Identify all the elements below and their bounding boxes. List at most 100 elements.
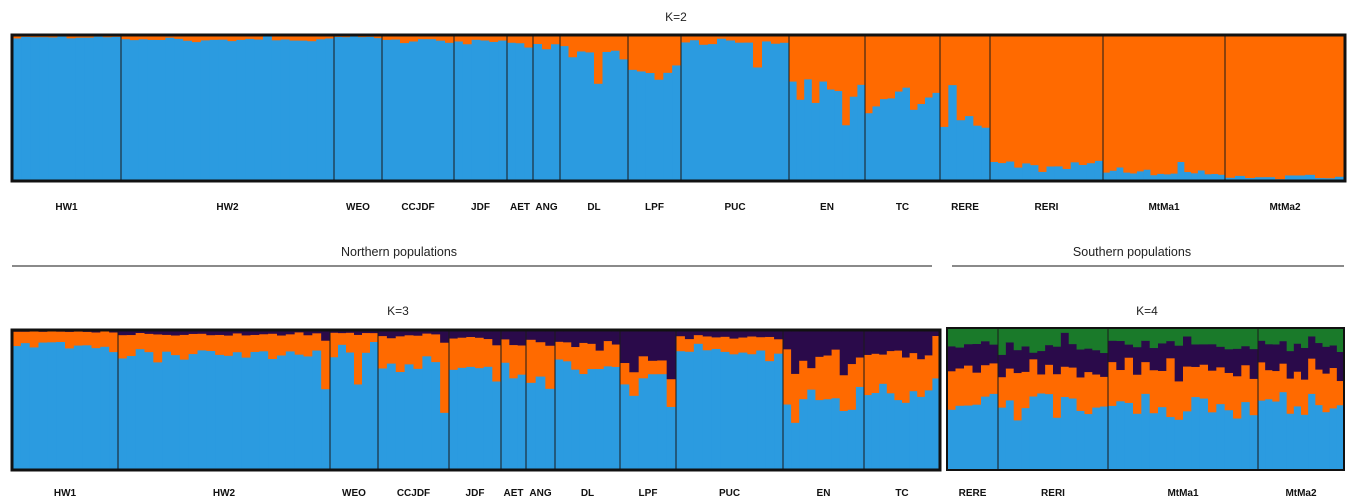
admixture-bar-hw1-4-cluster-1 (39, 36, 49, 182)
admixture-bar-rere-5-cluster-2 (981, 364, 991, 397)
admixture-bar-tc-6-cluster-2 (902, 357, 911, 403)
admixture-bar-mtma1-8-cluster-3 (1166, 340, 1176, 359)
admixture-bar-mtma1-12-cluster-2 (1177, 35, 1185, 163)
admixture-bar-mtma1-10-cluster-1 (1183, 410, 1192, 471)
admixture-bar-hw1-9-cluster-1 (82, 344, 93, 471)
admixture-bar-jdf-1-cluster-2 (449, 338, 459, 370)
admixture-bar-reri-6-cluster-2 (1037, 374, 1046, 394)
admixture-bar-jdf-3-cluster-2 (466, 336, 476, 367)
admixture-bar-mtma1-3-cluster-2 (1116, 35, 1124, 168)
admixture-bar-weo-5-cluster-1 (366, 36, 375, 182)
admixture-bar-hw2-5-cluster-1 (153, 361, 163, 471)
admixture-bar-reri-12-cluster-2 (1078, 35, 1088, 165)
admixture-bar-mtma2-5-cluster-2 (1286, 378, 1295, 414)
admixture-bar-mtma1-7-cluster-1 (1158, 406, 1167, 471)
admixture-bar-lpf-2-cluster-1 (636, 71, 647, 182)
admixture-bar-reri-3-cluster-2 (1006, 35, 1015, 162)
admixture-bar-reri-1-cluster-4 (998, 328, 1007, 355)
admixture-bar-puc-8-cluster-1 (744, 42, 754, 182)
admixture-bar-mtma1-17-cluster-3 (1241, 345, 1251, 366)
admixture-bar-hw2-22-cluster-3 (303, 330, 313, 336)
admixture-bar-reri-12-cluster-2 (1084, 371, 1093, 415)
admixture-bar-dl-1-cluster-2 (560, 35, 570, 47)
admixture-bar-puc-7-cluster-1 (735, 42, 745, 182)
admixture-bar-tc-4-cluster-1 (887, 98, 896, 182)
admixture-bar-ccjdf-6-cluster-3 (422, 330, 432, 334)
admixture-bar-hw2-6-cluster-1 (165, 37, 175, 182)
admixture-bar-hw2-16-cluster-2 (250, 334, 260, 352)
admixture-bar-rere-5-cluster-3 (981, 340, 991, 366)
admixture-bar-mtma2-2-cluster-1 (1235, 175, 1246, 182)
admixture-bar-mtma1-2-cluster-1 (1109, 170, 1118, 182)
admixture-bar-jdf-4-cluster-3 (475, 330, 485, 338)
admixture-bar-en-1-cluster-1 (783, 404, 792, 471)
admixture-bar-hw2-24-cluster-2 (321, 340, 331, 390)
admixture-bar-mtma2-6-cluster-2 (1275, 35, 1286, 180)
admixture-bar-lpf-5-cluster-1 (657, 373, 668, 471)
admixture-bar-mtma2-1-cluster-2 (1258, 361, 1266, 401)
admixture-bar-en-7-cluster-2 (831, 349, 841, 399)
admixture-bar-en-6-cluster-2 (827, 35, 836, 90)
admixture-bar-rere-1-cluster-2 (940, 35, 949, 127)
admixture-bar-reri-2-cluster-4 (1005, 328, 1015, 343)
admixture-bar-hw2-19-cluster-3 (277, 330, 287, 336)
admixture-bar-mtma2-2-cluster-3 (1265, 343, 1273, 371)
admixture-bar-hw1-8-cluster-1 (75, 37, 86, 182)
admixture-bar-weo-6-cluster-1 (374, 37, 383, 182)
admixture-bar-dl-6-cluster-2 (602, 35, 612, 52)
admixture-bar-puc-7-cluster-2 (735, 35, 745, 43)
admixture-bar-ccjdf-6-cluster-1 (422, 355, 432, 471)
population-label-ccjdf: CCJDF (401, 202, 434, 213)
admixture-bar-rere-4-cluster-3 (972, 343, 982, 373)
admixture-bar-reri-3-cluster-2 (1013, 372, 1023, 421)
population-label-jdf: JDF (471, 202, 490, 213)
admixture-bar-mtma1-4-cluster-1 (1133, 413, 1142, 471)
admixture-bar-puc-10-cluster-1 (762, 41, 772, 182)
admixture-bar-mtma1-7-cluster-2 (1158, 370, 1167, 408)
admixture-bar-rere-1-cluster-2 (947, 370, 957, 410)
admixture-bar-mtma2-4-cluster-1 (1279, 391, 1288, 471)
admixture-bar-hw1-1-cluster-1 (12, 345, 22, 471)
admixture-bar-puc-3-cluster-2 (699, 35, 709, 45)
admixture-bar-mtma2-2-cluster-1 (1265, 398, 1273, 471)
admixture-bar-en-8-cluster-3 (839, 330, 849, 376)
admixture-bar-hw2-13-cluster-1 (227, 40, 237, 182)
admixture-bar-mtma1-7-cluster-1 (1143, 169, 1152, 182)
admixture-bar-ccjdf-4-cluster-1 (404, 363, 415, 471)
plot-frame (10, 33, 1347, 183)
admixture-bar-mtma1-9-cluster-3 (1174, 345, 1184, 382)
admixture-bar-tc-7-cluster-1 (910, 109, 919, 182)
admixture-bar-dl-7-cluster-2 (603, 340, 613, 367)
admixture-bar-mtma2-3-cluster-2 (1272, 370, 1281, 402)
admixture-bar-dl-2-cluster-3 (563, 330, 572, 343)
admixture-bar-reri-10-cluster-4 (1068, 328, 1078, 345)
admixture-bar-mtma1-5-cluster-3 (1141, 340, 1151, 363)
admixture-bar-puc-2-cluster-1 (684, 351, 695, 471)
admixture-bar-en-8-cluster-1 (842, 124, 851, 182)
admixture-bar-weo-2-cluster-2 (338, 332, 347, 345)
admixture-bar-tc-9-cluster-1 (925, 97, 934, 182)
admixture-bar-en-5-cluster-2 (815, 356, 825, 401)
admixture-bar-mtma2-8-cluster-4 (1308, 328, 1316, 337)
admixture-bar-reri-11-cluster-4 (1076, 328, 1086, 350)
admixture-bar-reri-10-cluster-2 (1068, 367, 1078, 399)
admixture-bar-ccjdf-7-cluster-2 (431, 333, 441, 363)
admixture-bar-hw2-24-cluster-1 (325, 38, 335, 182)
admixture-bar-reri-14-cluster-2 (1094, 35, 1104, 161)
admixture-bar-lpf-3-cluster-2 (645, 35, 656, 74)
admixture-bar-jdf-2-cluster-1 (457, 367, 467, 471)
admixture-bar-reri-8-cluster-2 (1046, 35, 1056, 167)
admixture-bar-mtma1-7-cluster-3 (1158, 343, 1167, 371)
admixture-bar-hw2-15-cluster-2 (241, 335, 252, 358)
admixture-bar-ccjdf-1-cluster-2 (382, 35, 392, 40)
admixture-bar-en-2-cluster-2 (796, 35, 805, 100)
admixture-bar-dl-3-cluster-1 (577, 51, 587, 182)
admixture-bar-en-7-cluster-1 (831, 397, 841, 471)
admixture-bar-hw1-12-cluster-1 (109, 351, 119, 471)
admixture-bar-ccjdf-2-cluster-2 (391, 35, 401, 40)
admixture-bar-rere-2-cluster-3 (955, 347, 965, 369)
admixture-bar-hw2-21-cluster-2 (294, 332, 305, 355)
admixture-bar-ang-2-cluster-2 (542, 35, 552, 50)
admixture-bar-mtma2-10-cluster-3 (1322, 346, 1331, 374)
admixture-bar-mtma2-9-cluster-3 (1315, 342, 1324, 370)
